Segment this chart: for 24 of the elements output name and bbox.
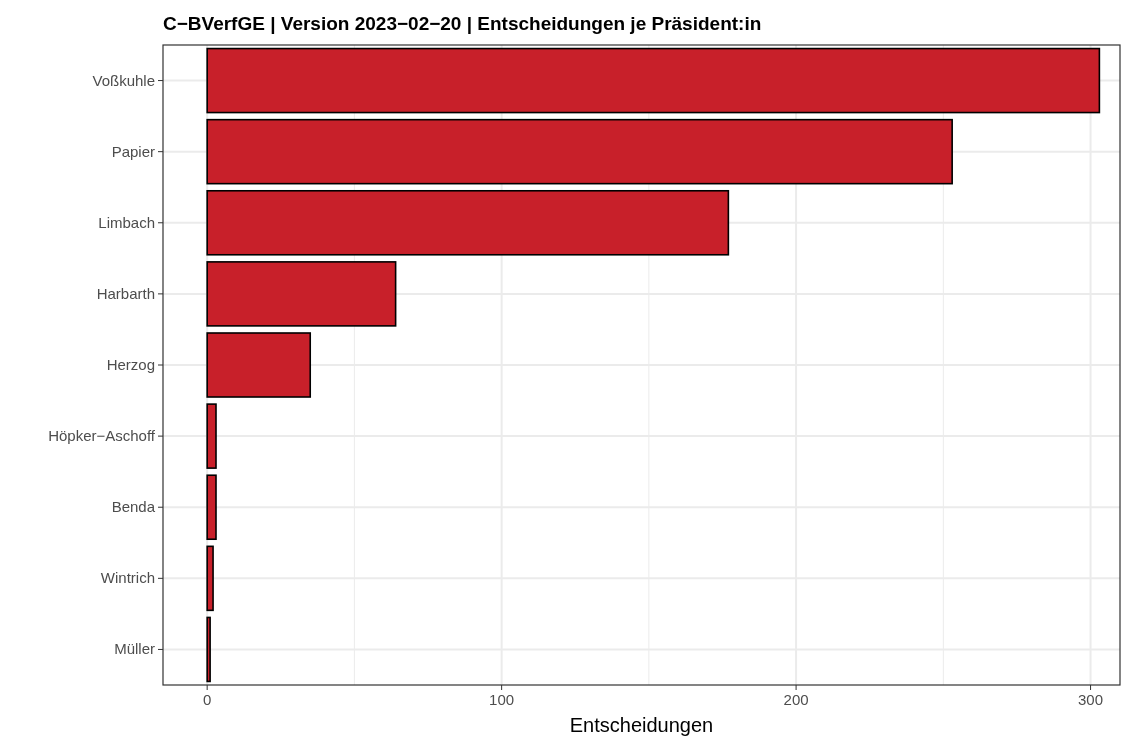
y-tick-label: Limbach bbox=[98, 213, 155, 231]
x-axis-title: Entscheidungen bbox=[569, 714, 714, 736]
bar bbox=[206, 189, 730, 256]
bar bbox=[206, 118, 953, 185]
chart-title: C−BVerfGE | Version 2023−02−20 | Entscheidungen je Präsident:in bbox=[163, 13, 762, 34]
x-tick-label: 0 bbox=[203, 691, 212, 708]
bar bbox=[206, 474, 217, 541]
bar bbox=[206, 545, 214, 612]
y-tick-label: Herzog bbox=[106, 356, 155, 373]
y-tick-label: Harbarth bbox=[96, 284, 155, 302]
bar bbox=[206, 261, 397, 327]
bar bbox=[206, 403, 217, 469]
x-tick-label: 300 bbox=[1078, 691, 1104, 708]
y-tick-label: Höpker−Aschoff bbox=[48, 427, 156, 445]
bar bbox=[206, 332, 312, 398]
y-tick-label: Papier bbox=[111, 142, 155, 160]
y-tick-label: Müller bbox=[114, 640, 155, 658]
y-tick-label: Benda bbox=[111, 498, 156, 516]
y-tick-label: Voßkuhle bbox=[92, 71, 155, 89]
x-tick-label: 100 bbox=[489, 691, 515, 708]
bar bbox=[206, 616, 211, 683]
x-tick-label: 200 bbox=[783, 691, 809, 708]
bar bbox=[206, 47, 1101, 114]
y-tick-label: Wintrich bbox=[100, 569, 155, 587]
